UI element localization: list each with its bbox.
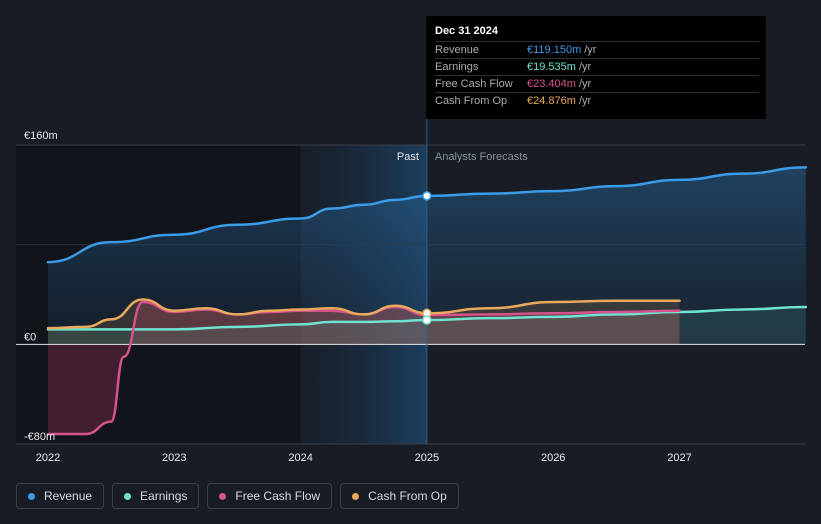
legend-item-cash-from-op[interactable]: Cash From Op [340, 483, 459, 509]
tooltip-value: €24.876m [527, 95, 576, 107]
x-tick-label: 2022 [36, 452, 60, 464]
legend-label: Cash From Op [368, 489, 447, 503]
tooltip-unit: /yr [584, 44, 597, 56]
tooltip-label: Revenue [435, 44, 480, 56]
tooltip-unit: /yr [578, 95, 592, 107]
x-tick-label: 2023 [162, 452, 186, 464]
legend-item-earnings[interactable]: Earnings [112, 483, 200, 509]
tooltip-row-cash-from-op: Cash From Op €24.876m/yr [435, 92, 759, 110]
legend-dot-icon [28, 492, 35, 500]
revenue-marker [422, 191, 432, 201]
tooltip-label: Free Cash Flow [435, 78, 513, 90]
hover-tooltip: Dec 31 2024 Revenue €119.150m/yr Earning… [426, 16, 766, 119]
revenue-line [46, 166, 808, 264]
tooltip-label: Earnings [435, 61, 479, 73]
legend-dot-icon [124, 492, 132, 500]
cash-from-op-line [46, 298, 681, 330]
legend-dot-icon [352, 492, 360, 500]
forecast-label: Analysts Forecasts [435, 151, 528, 163]
y-tick-label: €160m [24, 130, 58, 142]
tooltip-unit: /yr [578, 78, 592, 90]
tooltip-row-earnings: Earnings €19.535m/yr [435, 58, 759, 76]
y-tick-label: -€80m [24, 431, 55, 443]
y-tick-label: €0 [24, 331, 36, 343]
tooltip-row-free-cash-flow: Free Cash Flow €23.404m/yr [435, 75, 759, 93]
tooltip-row-revenue: Revenue €119.150m/yr [435, 41, 759, 59]
earnings-line [46, 305, 808, 331]
tooltip-date: Dec 31 2024 [435, 25, 498, 37]
legend-label: Free Cash Flow [235, 489, 321, 503]
x-tick-label: 2025 [415, 452, 439, 464]
tooltip-unit: /yr [578, 61, 592, 73]
x-tick-label: 2024 [288, 452, 312, 464]
legend-item-revenue[interactable]: Revenue [16, 483, 105, 509]
tooltip-label: Cash From Op [435, 95, 508, 107]
chart-legend: Revenue Earnings Free Cash Flow Cash Fro… [16, 483, 459, 511]
tooltip-value: €23.404m [527, 78, 576, 90]
tooltip-value: €19.535m [527, 61, 576, 73]
x-tick-label: 2027 [667, 452, 691, 464]
x-tick-label: 2026 [541, 452, 565, 464]
legend-dot-icon [219, 492, 227, 500]
tooltip-value: €119.150m [527, 44, 582, 56]
earnings-marker [422, 315, 432, 325]
legend-label: Earnings [140, 489, 188, 503]
legend-item-free-cash-flow[interactable]: Free Cash Flow [207, 483, 333, 509]
past-label: Past [397, 151, 419, 163]
free-cash-flow-area [48, 301, 680, 435]
legend-label: Revenue [44, 489, 93, 503]
